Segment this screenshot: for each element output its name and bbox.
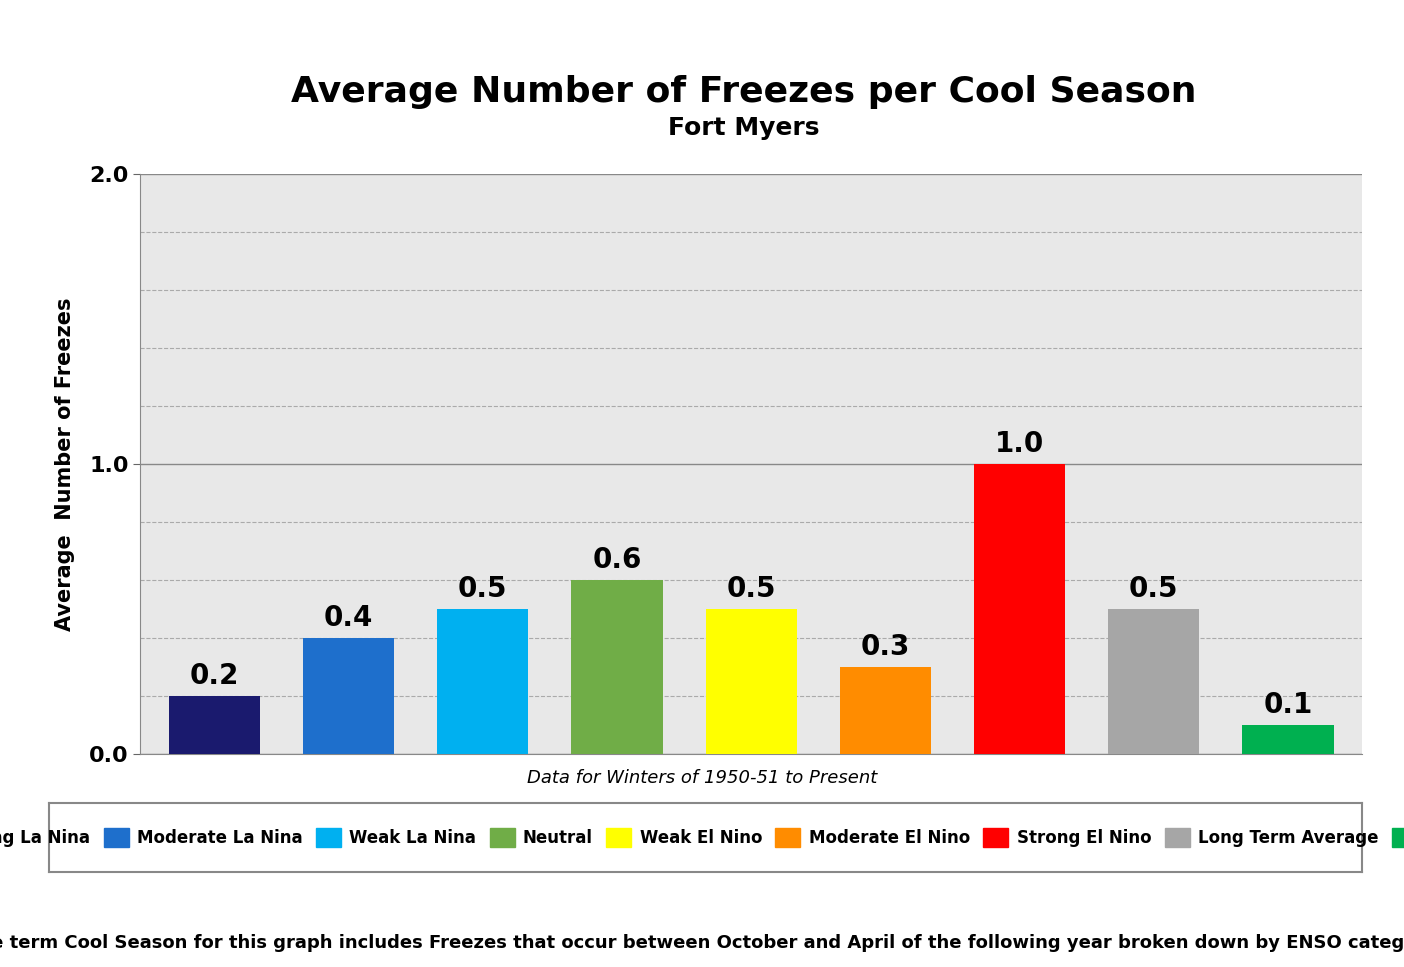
Text: 0.1: 0.1	[1264, 690, 1313, 718]
Text: 0.5: 0.5	[1129, 574, 1178, 602]
Bar	[437, 609, 528, 754]
Bar	[168, 696, 260, 754]
Bar	[1243, 725, 1334, 754]
Bar	[705, 609, 797, 754]
Bar	[840, 667, 931, 754]
Bar	[571, 580, 663, 754]
Text: Data for Winters of 1950-51 to Present: Data for Winters of 1950-51 to Present	[526, 770, 878, 787]
Legend: Strong La Nina, Moderate La Nina, Weak La Nina, Neutral, Weak El Nino, Moderate : Strong La Nina, Moderate La Nina, Weak L…	[0, 819, 1404, 856]
Text: 0.5: 0.5	[726, 574, 776, 602]
Text: 1.0: 1.0	[995, 429, 1045, 457]
Text: Average Number of Freezes per Cool Season: Average Number of Freezes per Cool Seaso…	[292, 74, 1196, 109]
Text: The term Cool Season for this graph includes Freezes that occur between October : The term Cool Season for this graph incl…	[0, 934, 1404, 952]
Text: 0.4: 0.4	[324, 603, 373, 631]
Text: 0.3: 0.3	[861, 632, 910, 660]
Bar	[1108, 609, 1199, 754]
Text: 0.2: 0.2	[190, 661, 239, 689]
Bar	[974, 464, 1066, 754]
Text: 0.5: 0.5	[458, 574, 507, 602]
Text: 0.6: 0.6	[592, 545, 642, 573]
Bar	[303, 638, 395, 754]
Y-axis label: Average  Number of Freezes: Average Number of Freezes	[55, 298, 74, 630]
Text: Fort Myers: Fort Myers	[668, 116, 820, 139]
